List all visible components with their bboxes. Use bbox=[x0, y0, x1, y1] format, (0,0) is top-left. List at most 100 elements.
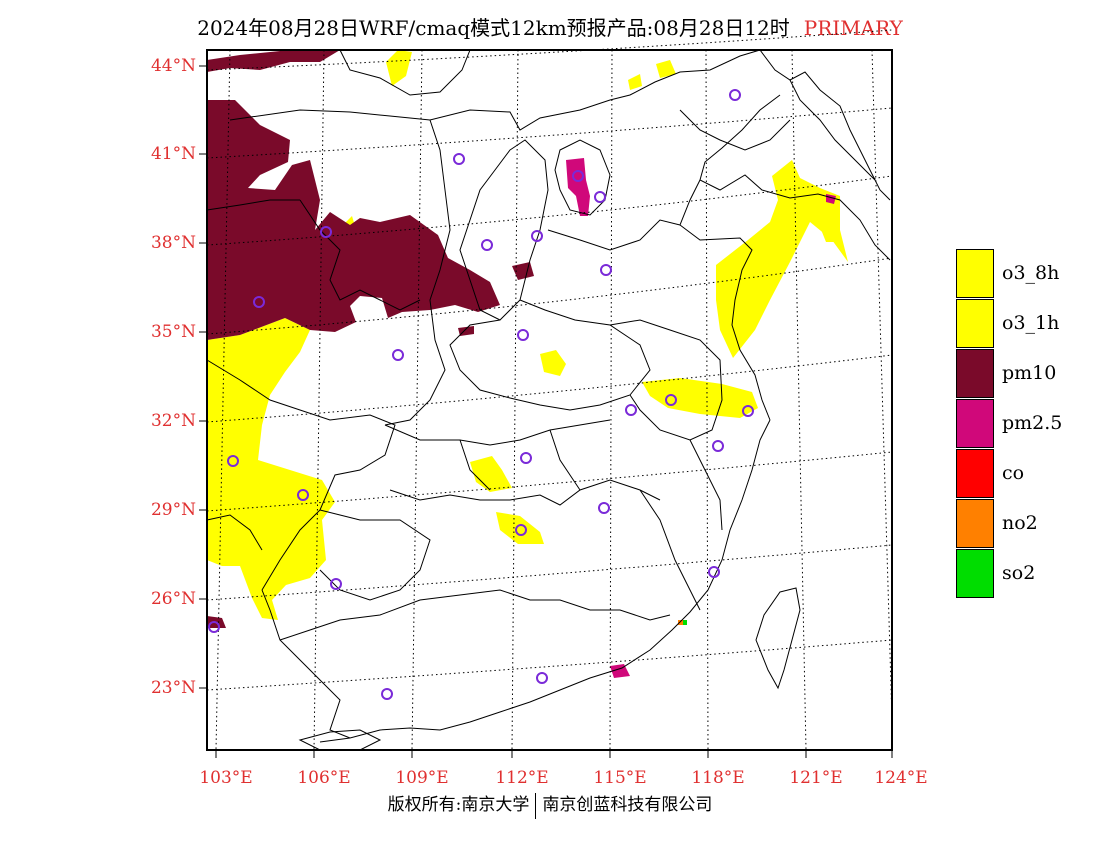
border-liaoning bbox=[679, 109, 791, 151]
coastline-southeast bbox=[319, 419, 771, 743]
station-marker bbox=[572, 170, 584, 182]
station-marker bbox=[515, 524, 527, 536]
ozone-region-north-3 bbox=[628, 74, 642, 90]
ozone-region-central bbox=[470, 456, 512, 492]
graticule-lat-26 bbox=[206, 544, 893, 601]
station-marker bbox=[665, 394, 677, 406]
legend-label: co bbox=[1002, 462, 1025, 484]
border-guangxi-guangdong bbox=[279, 589, 671, 641]
legend-label: so2 bbox=[1002, 562, 1036, 584]
ozone-region-shandong bbox=[716, 160, 848, 358]
border-southwest-nation bbox=[261, 589, 351, 739]
station-marker bbox=[600, 264, 612, 276]
copyright-left: 版权所有:南京大学 bbox=[387, 795, 530, 815]
pm10-region bbox=[207, 50, 534, 628]
legend-item-o3-8h: o3_8h bbox=[956, 249, 1076, 299]
map-title: 2024年08月28日WRF/cmaq模式12km预报产品:08月28日12时 P… bbox=[0, 12, 1100, 41]
lon-label-118e: 118°E bbox=[691, 768, 745, 788]
lon-label-103e: 103°E bbox=[199, 768, 253, 788]
border-xizang bbox=[206, 514, 263, 551]
legend-swatch bbox=[956, 499, 994, 548]
lon-label-115e: 115°E bbox=[593, 768, 647, 788]
border-hunan-jiangxi bbox=[389, 479, 661, 506]
station-marker bbox=[253, 296, 265, 308]
border-northeast-inland bbox=[789, 79, 876, 181]
graticule-lon-124 bbox=[871, 49, 893, 721]
legend-label: o3_8h bbox=[1002, 262, 1060, 284]
lat-label-44n: 44°N bbox=[150, 56, 196, 76]
graticule-lon-109 bbox=[411, 49, 423, 751]
ozone-region-henan bbox=[540, 350, 566, 376]
ozone-region bbox=[207, 50, 848, 620]
legend-label: no2 bbox=[1002, 512, 1038, 534]
graticule-lon-115 bbox=[609, 49, 613, 751]
national-border-north bbox=[339, 49, 471, 96]
ozone-region-southwest bbox=[207, 318, 335, 620]
border-shaanxi bbox=[384, 119, 451, 426]
pm25-spot-1 bbox=[610, 664, 630, 678]
legend-swatch bbox=[956, 549, 994, 598]
ozone-region-north-1 bbox=[386, 50, 412, 86]
legend-swatch bbox=[956, 249, 994, 298]
lat-label-29n: 29°N bbox=[150, 500, 196, 520]
border-henan bbox=[449, 299, 651, 411]
border-anhui-jiangsu bbox=[609, 319, 723, 441]
legend-swatch bbox=[956, 299, 994, 348]
legend-swatch bbox=[956, 449, 994, 498]
legend-item-pm25: pm2.5 bbox=[956, 399, 1076, 449]
legend-swatch bbox=[956, 399, 994, 448]
lon-label-121e: 121°E bbox=[789, 768, 843, 788]
coastline-taiwan bbox=[755, 587, 801, 690]
coastline-bohai bbox=[699, 94, 891, 261]
lat-label-32n: 32°N bbox=[150, 411, 196, 431]
border-hubei bbox=[459, 429, 581, 491]
graticule-lat-41 bbox=[206, 107, 893, 159]
legend-item-co: co bbox=[956, 449, 1076, 499]
station-marker bbox=[708, 566, 720, 578]
legend-label: pm2.5 bbox=[1002, 412, 1063, 434]
map-title-main: 2024年08月28日WRF/cmaq模式12km预报产品:08月28日12时 bbox=[197, 16, 790, 40]
station-marker bbox=[330, 578, 342, 590]
pm10-spot-1 bbox=[512, 262, 534, 280]
ozone-region-jiangsu bbox=[642, 378, 758, 418]
legend: o3_8h o3_1h pm10 pm2.5 co no2 so2 bbox=[956, 249, 1076, 599]
copyright-footer: 版权所有:南京大学 南京创蓝科技有限公司 bbox=[0, 790, 1100, 819]
border-chongqing-hubei bbox=[384, 419, 611, 446]
station-marker bbox=[594, 191, 606, 203]
station-marker bbox=[531, 230, 543, 242]
graticule-lat-44 bbox=[206, 29, 893, 71]
borders bbox=[206, 49, 891, 751]
station-marker bbox=[392, 349, 404, 361]
lon-label-124e: 124°E bbox=[874, 768, 928, 788]
graticule bbox=[206, 29, 893, 751]
station-marker bbox=[729, 89, 741, 101]
legend-swatch bbox=[956, 349, 994, 398]
ozone-region-coast-1 bbox=[818, 222, 842, 242]
station-markers bbox=[208, 89, 754, 700]
graticule-lon-121 bbox=[791, 49, 807, 751]
graticule-lat-38 bbox=[206, 175, 893, 246]
footer-separator bbox=[535, 792, 537, 819]
legend-item-no2: no2 bbox=[956, 499, 1076, 549]
pm10-region-top bbox=[207, 50, 340, 72]
lat-label-35n: 35°N bbox=[150, 322, 196, 342]
station-marker bbox=[320, 226, 332, 238]
station-marker bbox=[381, 688, 393, 700]
station-marker bbox=[742, 405, 754, 417]
pm25-region-beijing bbox=[566, 158, 590, 216]
border-beijing-hebei bbox=[554, 139, 611, 216]
station-marker bbox=[598, 502, 610, 514]
border-qinghai bbox=[206, 199, 300, 211]
no2-spot bbox=[678, 620, 683, 625]
legend-item-o3-1h: o3_1h bbox=[956, 299, 1076, 349]
lat-label-41n: 41°N bbox=[150, 144, 196, 164]
station-marker bbox=[625, 404, 637, 416]
graticule-lat-32 bbox=[206, 354, 893, 423]
station-marker bbox=[208, 621, 220, 633]
so2-spot bbox=[683, 620, 687, 625]
map-title-tag: PRIMARY bbox=[803, 16, 903, 40]
station-marker bbox=[520, 452, 532, 464]
border-sichuan bbox=[206, 359, 396, 591]
axis-ticks bbox=[199, 65, 893, 758]
graticule-lat-29 bbox=[206, 451, 893, 512]
